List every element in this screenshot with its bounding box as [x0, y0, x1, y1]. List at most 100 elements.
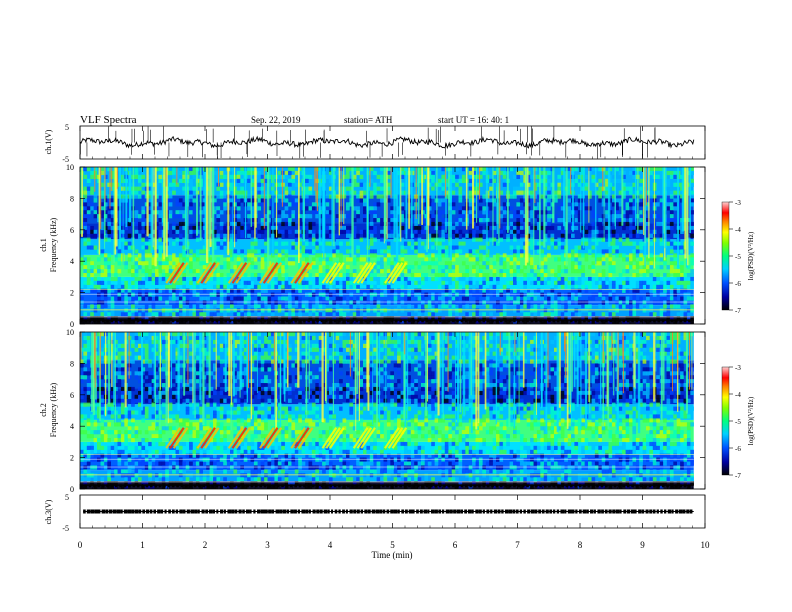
spec-cell [250, 249, 255, 254]
spec-cell [250, 218, 255, 223]
spec-marker [666, 319, 669, 323]
spec-cell [148, 441, 152, 447]
spec-cell [577, 182, 582, 187]
spec-cell [134, 445, 139, 450]
spec-marker [360, 319, 363, 323]
spec-cell [233, 174, 238, 179]
spec-cell [427, 221, 432, 227]
spec-cell [308, 284, 313, 289]
spec-cell [230, 186, 234, 191]
spec-cell [342, 308, 347, 313]
chorus-element [391, 262, 408, 284]
spec-cell [451, 190, 456, 195]
spec-cell [468, 214, 473, 219]
spec-cell [444, 245, 449, 250]
spec-cell [288, 296, 292, 301]
spec-cell [168, 418, 173, 423]
spec-cell [424, 257, 429, 262]
spec-cell [288, 257, 292, 262]
spec-cell [601, 186, 606, 191]
spec-cell [468, 253, 473, 258]
spec-marker [303, 319, 306, 323]
spec-cell [543, 170, 548, 176]
spec-cell [315, 214, 319, 219]
spec-cell [277, 300, 282, 305]
spec-cell [100, 249, 105, 254]
spec-cell [219, 167, 224, 172]
spec-cell [168, 288, 173, 293]
spec-cell [83, 414, 88, 419]
spec-cell [226, 253, 231, 258]
spec-cell [264, 174, 268, 179]
spec-cell [686, 284, 691, 289]
spec-cell [601, 198, 606, 203]
spec-cell [311, 186, 316, 191]
spec-cell [274, 292, 279, 297]
spec-cell [543, 316, 548, 321]
spec-cell [250, 182, 255, 187]
spec-cell [100, 190, 105, 195]
spec-cell [557, 265, 562, 270]
spec-cell [158, 265, 163, 270]
spec-cell [134, 170, 139, 176]
spec-cell [461, 237, 466, 242]
spec-cell [86, 269, 91, 274]
spec-cell [356, 214, 360, 219]
spec-cell [485, 304, 490, 309]
spec-cell [294, 292, 299, 297]
spec-cell [134, 190, 139, 195]
spec-cell [550, 237, 555, 242]
spec-cell [632, 170, 637, 176]
spec-cell [526, 174, 531, 179]
spec-cell [451, 253, 456, 258]
spec-marker [268, 319, 271, 323]
spec-cell [352, 312, 357, 317]
spec-cell [475, 190, 480, 195]
spec-cell [393, 257, 398, 262]
spec-cell [158, 237, 163, 242]
spec-cell [489, 316, 493, 321]
spec-cell [202, 261, 207, 266]
spec-cell [598, 273, 602, 278]
spec-cell [301, 253, 306, 258]
colorbar-tick-label: -3 [735, 199, 741, 207]
spec-cell [168, 402, 173, 407]
spec-cell [195, 308, 200, 313]
spec-cell [284, 214, 289, 219]
spec-cell [574, 210, 579, 215]
spec-cell [219, 288, 224, 293]
spec-cell [513, 233, 517, 238]
spec-cell [431, 218, 435, 223]
spec-cell [588, 284, 592, 289]
spec-cell [642, 300, 647, 305]
spec-cell [591, 182, 596, 187]
spec-cell [410, 276, 415, 282]
spec-cell [680, 265, 684, 270]
spec-cell [652, 276, 657, 282]
spec-cell [138, 167, 142, 172]
ch1-colorbar-label: log(PSD)(V²/Hz) [747, 231, 755, 280]
spec-cell [233, 210, 238, 215]
spec-cell [202, 312, 207, 317]
spec-cell [458, 214, 463, 219]
spec-cell [93, 438, 98, 443]
spec-cell [233, 249, 238, 254]
spec-cell [93, 300, 98, 305]
spec-cell [342, 284, 347, 289]
spec-cell [543, 257, 548, 262]
spec-cell [584, 257, 589, 262]
spec-cell [97, 316, 101, 321]
spec-cell [536, 265, 541, 270]
spec-cell [666, 265, 671, 270]
spec-cell [513, 316, 517, 321]
spec-cell [659, 284, 664, 289]
spec-cell [513, 288, 517, 293]
spec-cell [519, 190, 524, 195]
spec-marker [478, 319, 481, 323]
spec-cell [114, 383, 118, 388]
spec-cell [482, 280, 486, 285]
spec-cell [155, 261, 159, 266]
spec-cell [499, 229, 504, 234]
spec-cell [325, 292, 330, 297]
